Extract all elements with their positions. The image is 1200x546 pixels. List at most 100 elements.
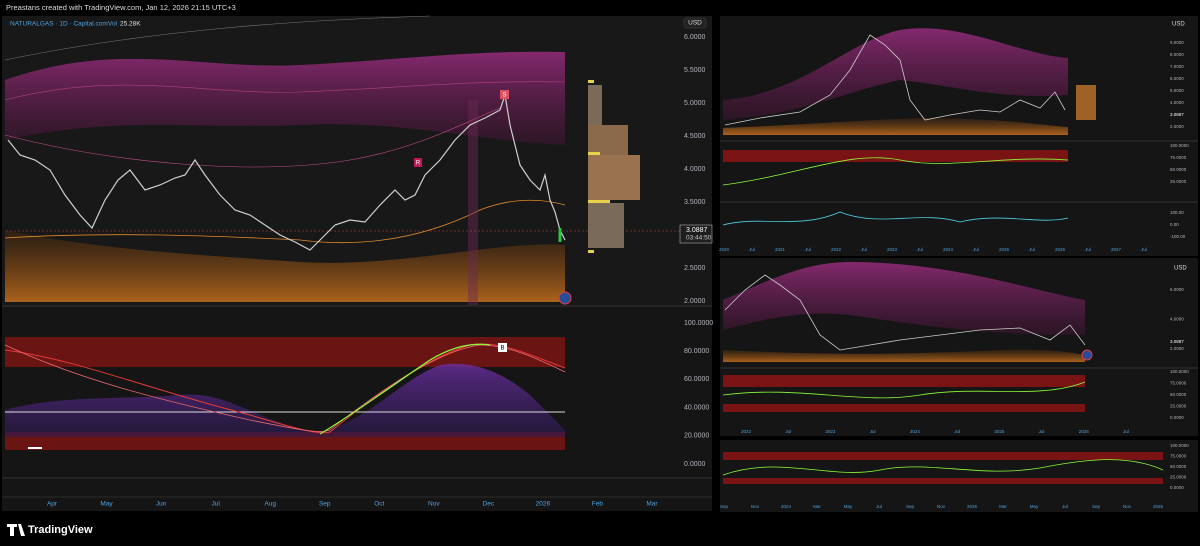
oscillator-area — [5, 363, 565, 437]
time-label: 2025 — [994, 429, 1005, 434]
time-label: Jul — [749, 247, 755, 252]
time-label: Jun — [156, 501, 167, 508]
axis-label: 25.0000 — [1170, 179, 1187, 184]
axis-label: 6.0000 — [1170, 287, 1184, 292]
axis-label: 80.0000 — [684, 348, 709, 355]
axis-label: 7.0000 — [1170, 64, 1184, 69]
axis-label: 0.0000 — [1170, 485, 1184, 490]
oscillator-line — [319, 343, 491, 435]
time-label: 2023 — [887, 247, 898, 252]
time-label: Jul — [973, 247, 979, 252]
moving-average — [4, 199, 566, 243]
oscillator-line — [722, 459, 1164, 476]
profile-bar — [588, 203, 624, 248]
lower-band — [723, 118, 1068, 135]
oscillator-line — [722, 157, 1069, 186]
logo-icon — [7, 524, 25, 536]
oversold-zone — [723, 404, 1085, 412]
lower-band — [723, 349, 1085, 362]
axis-label: 40.0000 — [684, 404, 709, 411]
axis-label: 50.0000 — [1170, 464, 1187, 469]
time-label: 2020 — [719, 247, 730, 252]
axis-label: 6.0000 — [1170, 76, 1184, 81]
axis-label: 4.0000 — [684, 166, 706, 173]
last-price: 3.0887 — [1170, 339, 1184, 344]
time-label: 2023 — [825, 429, 836, 434]
axis-label: 4.5000 — [684, 133, 706, 140]
time-label: Jul — [805, 247, 811, 252]
time-label: Jul — [861, 247, 867, 252]
axis-label: 2.0000 — [684, 298, 706, 305]
time-label: Sep — [906, 504, 915, 509]
signal-badge — [500, 90, 509, 99]
time-label: Jul — [876, 504, 882, 509]
time-label: Mar — [646, 501, 658, 508]
time-label: Jul — [785, 429, 791, 434]
overbought-zone — [723, 150, 1068, 162]
axis-label: 0.00 — [1170, 222, 1179, 227]
time-label: 2022 — [741, 429, 752, 434]
attribution: Preastans created with TradingView.com, … — [6, 3, 236, 12]
profile-bar — [588, 85, 602, 125]
countdown: 03:44:50 — [686, 235, 712, 242]
volume-profile — [588, 80, 640, 253]
axis-label: -100.00 — [1170, 234, 1186, 239]
axis-label: 20.0000 — [684, 433, 709, 440]
axis-label: 75.0000 — [1170, 155, 1187, 160]
currency: USD — [1172, 22, 1185, 28]
time-label: 2022 — [831, 247, 842, 252]
price-line — [7, 94, 566, 251]
long-average — [4, 15, 431, 61]
axis-label: 5.0000 — [684, 100, 706, 107]
time-label: Sep — [319, 501, 331, 508]
upper-band — [5, 51, 565, 145]
time-label: May — [844, 504, 853, 509]
currency: USD — [688, 20, 702, 27]
axis-label: 4.0000 — [1170, 317, 1184, 322]
time-label: Aug — [264, 501, 276, 508]
brand: TradingView — [28, 524, 93, 536]
overbought-zone — [5, 337, 565, 367]
upper-band — [723, 28, 1068, 120]
axis-label: 50.0000 — [1170, 392, 1187, 397]
axis-label: 2.5000 — [684, 265, 706, 272]
time-label: 2026 — [536, 501, 551, 508]
time-label: Nov — [937, 504, 946, 509]
axis-label: 3.5000 — [684, 199, 706, 206]
axis-label: 50.0000 — [1170, 167, 1187, 172]
time-label: 2025 — [999, 247, 1010, 252]
time-label: Feb — [592, 501, 604, 508]
band-line — [4, 81, 566, 101]
profile-bar — [588, 80, 594, 83]
axis-label: 9.0000 — [1170, 40, 1184, 45]
oscillator-line — [722, 211, 1069, 226]
profile-bar — [588, 200, 610, 203]
volume-label: Vol — [108, 21, 118, 28]
time-label: 2025 — [967, 504, 978, 509]
axes: 6.0000 5.5000 5.0000 4.5000 4.0000 3.5000 2.50… — [47, 22, 1189, 510]
time-label: 2026 — [1079, 429, 1090, 434]
time-label: 2027 — [1111, 247, 1122, 252]
time-label: Apr — [47, 501, 58, 508]
time-label: Sep — [720, 504, 729, 509]
profile-bar — [588, 155, 640, 200]
axis-label: 100.00 — [1170, 210, 1184, 215]
currency-badge — [683, 17, 707, 29]
currency: USD — [1174, 266, 1187, 272]
volume-profile — [1076, 85, 1096, 120]
axis-label: 0.0000 — [1170, 415, 1184, 420]
axis-label: 100.0000 — [684, 320, 713, 327]
oscillator-line — [722, 381, 1086, 399]
footer — [0, 514, 1200, 546]
axis-label: 60.0000 — [684, 376, 709, 383]
upper-band — [723, 262, 1085, 335]
axis-label: 5.0000 — [1170, 88, 1184, 93]
time-label: Sep — [1092, 504, 1101, 509]
time-label: May — [100, 501, 113, 508]
axis-label: 75.0000 — [1170, 454, 1187, 459]
axis-label: 5.5000 — [684, 67, 706, 74]
price-line — [724, 274, 1086, 351]
profile-bar — [588, 152, 600, 155]
profile-bar — [588, 125, 628, 155]
